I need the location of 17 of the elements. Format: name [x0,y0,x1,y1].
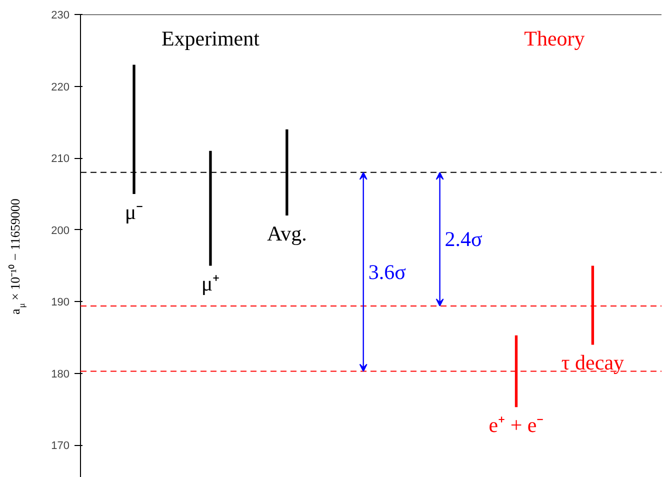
y-tick-label: 180 [51,368,70,380]
x-tick-label: e⁺ + e⁻ [488,413,544,438]
y-tick-label: 210 [51,153,70,166]
y-tick-label: 170 [51,440,70,452]
y-tick-label: 230 [51,10,70,22]
annotation: 3.6σ [368,260,406,284]
y-axis-title: aμ × 10⁻¹⁰ − 11659000 [8,198,26,314]
x-tick-label: Avg. [266,221,307,246]
x-tick-label: τ decay [561,350,625,375]
x-tick-label: μ⁺ [201,272,220,296]
x-tick-label: μ⁻ [124,200,144,224]
series-label: Experiment [161,26,260,50]
annotation: 2.4σ [444,227,482,252]
y-tick-label: 190 [51,296,70,309]
y-tick-label: 200 [51,224,70,237]
y-tick-label: 220 [51,81,70,94]
text: Theory [524,26,586,50]
